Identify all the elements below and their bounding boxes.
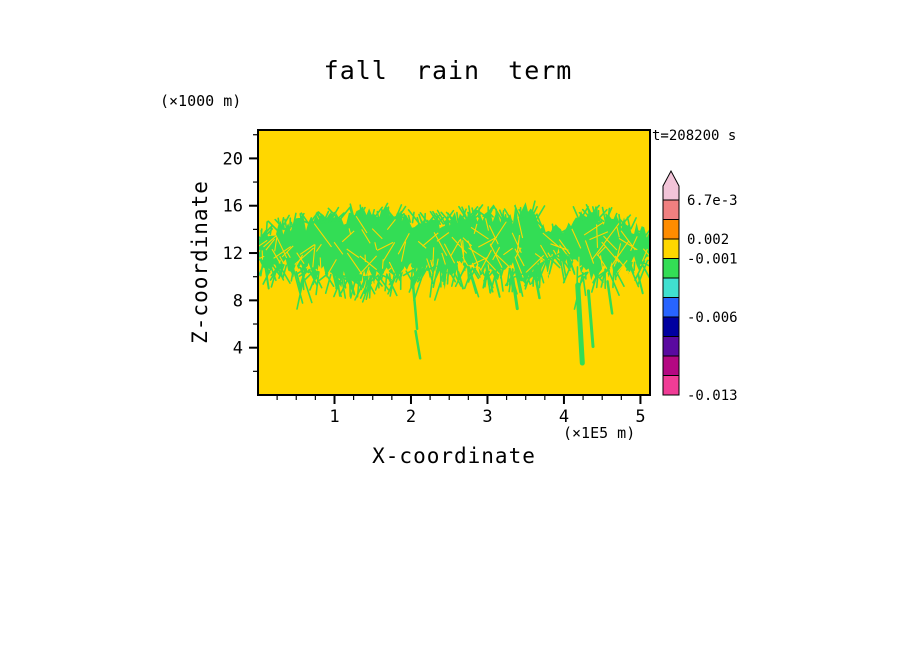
y-tick-label: 8 bbox=[233, 291, 243, 311]
colorbar-segment bbox=[662, 277, 680, 298]
colorbar-label: -0.001 bbox=[687, 252, 738, 268]
band-edge-whiskers bbox=[258, 200, 650, 310]
colorbar: 6.7e-3 0.002 -0.001 -0.006 -0.013 bbox=[662, 169, 738, 404]
hanging-streak bbox=[494, 276, 501, 298]
hanging-streak bbox=[457, 270, 464, 290]
colorbar-label: -0.006 bbox=[687, 310, 738, 326]
y-tick-label: 4 bbox=[233, 339, 243, 359]
timestamp-label: t=208200 s bbox=[652, 128, 737, 144]
x-tick-label: 3 bbox=[482, 407, 492, 427]
hanging-streak bbox=[575, 282, 585, 366]
colorbar-segment bbox=[662, 316, 680, 337]
y-ticks: 4 8 12 16 20 bbox=[223, 134, 258, 372]
colorbar-segment bbox=[662, 297, 680, 318]
hanging-streaks bbox=[263, 257, 644, 366]
x-tick-label: 5 bbox=[635, 407, 645, 427]
colorbar-label: -0.013 bbox=[687, 388, 738, 404]
colorbar-segment bbox=[662, 258, 680, 279]
hanging-streak bbox=[586, 289, 595, 348]
colorbar-segment bbox=[662, 238, 680, 259]
hanging-streak bbox=[606, 280, 614, 315]
y-tick-label: 16 bbox=[223, 197, 243, 217]
axis-frame bbox=[257, 129, 651, 396]
y-tick-label: 12 bbox=[223, 244, 243, 264]
colorbar-segment bbox=[662, 336, 680, 357]
y-axis-unit-label: (×1000 m) bbox=[160, 92, 242, 110]
colorbar-label: 0.002 bbox=[687, 232, 729, 248]
hanging-streak bbox=[511, 276, 519, 311]
x-axis-title: X-coordinate bbox=[372, 444, 536, 468]
x-ticks: 1 2 3 4 5 bbox=[276, 395, 646, 427]
x-axis-unit-label: (×1E5 m) bbox=[563, 424, 636, 442]
colorbar-arrow bbox=[662, 169, 680, 201]
x-tick-label: 1 bbox=[329, 407, 339, 427]
colorbar-segment bbox=[662, 375, 680, 396]
colorbar-label: 6.7e-3 bbox=[687, 193, 738, 209]
x-tick-label: 2 bbox=[406, 407, 416, 427]
hanging-streak bbox=[263, 257, 270, 290]
colorbar-segment bbox=[662, 199, 680, 220]
x-tick-label: 4 bbox=[559, 407, 569, 427]
field-layer bbox=[258, 130, 650, 395]
hanging-streak bbox=[414, 329, 422, 360]
hanging-streak bbox=[348, 276, 356, 296]
colorbar-segment bbox=[662, 355, 680, 376]
hanging-streak bbox=[533, 271, 541, 300]
plot-title: fall rain term bbox=[323, 56, 573, 85]
colorbar-segment bbox=[662, 219, 680, 240]
hanging-streak bbox=[295, 270, 302, 291]
hanging-streak bbox=[411, 277, 419, 330]
y-tick-label: 20 bbox=[223, 149, 243, 169]
hanging-streak bbox=[637, 273, 644, 295]
rain-band bbox=[258, 202, 650, 290]
